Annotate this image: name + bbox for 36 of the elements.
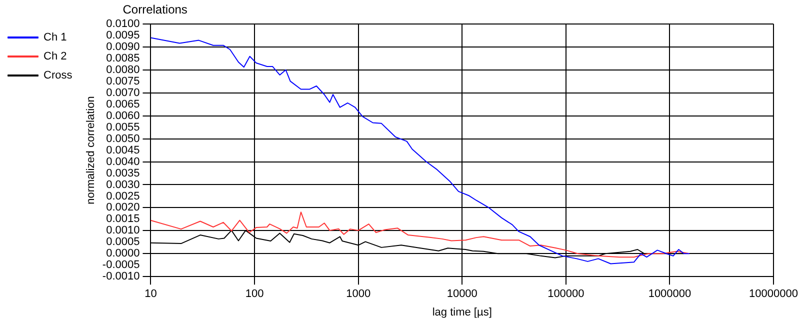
x-tick-label: 10000000 bbox=[749, 288, 798, 300]
y-axis-title: normalized correlation bbox=[84, 96, 97, 204]
y-tick-label: 0.0005 bbox=[106, 236, 140, 248]
y-tick-label: 0.0035 bbox=[106, 167, 140, 180]
y-tick-label: 0.0070 bbox=[106, 86, 140, 99]
legend-label: Ch 1 bbox=[44, 32, 67, 44]
x-tick-label: 1000000 bbox=[648, 288, 692, 300]
y-tick-label: 0.0020 bbox=[106, 202, 140, 214]
y-tick-label: 0.0080 bbox=[106, 64, 140, 76]
y-tick-label: 0.0065 bbox=[106, 98, 140, 110]
x-tick-label: 10000 bbox=[446, 288, 478, 300]
y-tick-label: 0.0085 bbox=[106, 52, 140, 64]
y-tick-label: 0.0095 bbox=[106, 30, 140, 42]
x-tick-label: 100 bbox=[245, 288, 264, 300]
y-tick-label: 0.0045 bbox=[106, 144, 140, 156]
x-tick-label: 10 bbox=[144, 288, 157, 300]
y-tick-label: -0.0005 bbox=[102, 259, 140, 272]
legend-label: Cross bbox=[44, 70, 73, 82]
y-tick-label: 0.0050 bbox=[106, 132, 140, 145]
legend-label: Ch 2 bbox=[44, 50, 67, 63]
y-tick-label: 0.0075 bbox=[106, 75, 140, 88]
y-tick-label: 0.0090 bbox=[106, 40, 140, 53]
y-tick-label: 0.0030 bbox=[106, 178, 140, 191]
chart-title: Correlations bbox=[122, 2, 188, 16]
y-tick-label: 0.0010 bbox=[106, 224, 140, 237]
y-tick-label: 0.0060 bbox=[106, 110, 140, 122]
x-tick-label: 1000 bbox=[346, 288, 371, 300]
x-axis-title: lag time [µs] bbox=[432, 306, 492, 318]
y-tick-label: 0.0015 bbox=[106, 213, 140, 226]
y-tick-label: 0.0040 bbox=[106, 156, 140, 168]
y-tick-label: 0.0000 bbox=[106, 248, 140, 260]
y-tick-label: 0.0100 bbox=[106, 18, 140, 30]
y-tick-label: 0.0025 bbox=[106, 190, 140, 202]
x-tick-label: 100000 bbox=[548, 288, 584, 300]
y-tick-label: 0.0055 bbox=[106, 121, 140, 134]
y-tick-label: -0.0010 bbox=[102, 270, 140, 283]
